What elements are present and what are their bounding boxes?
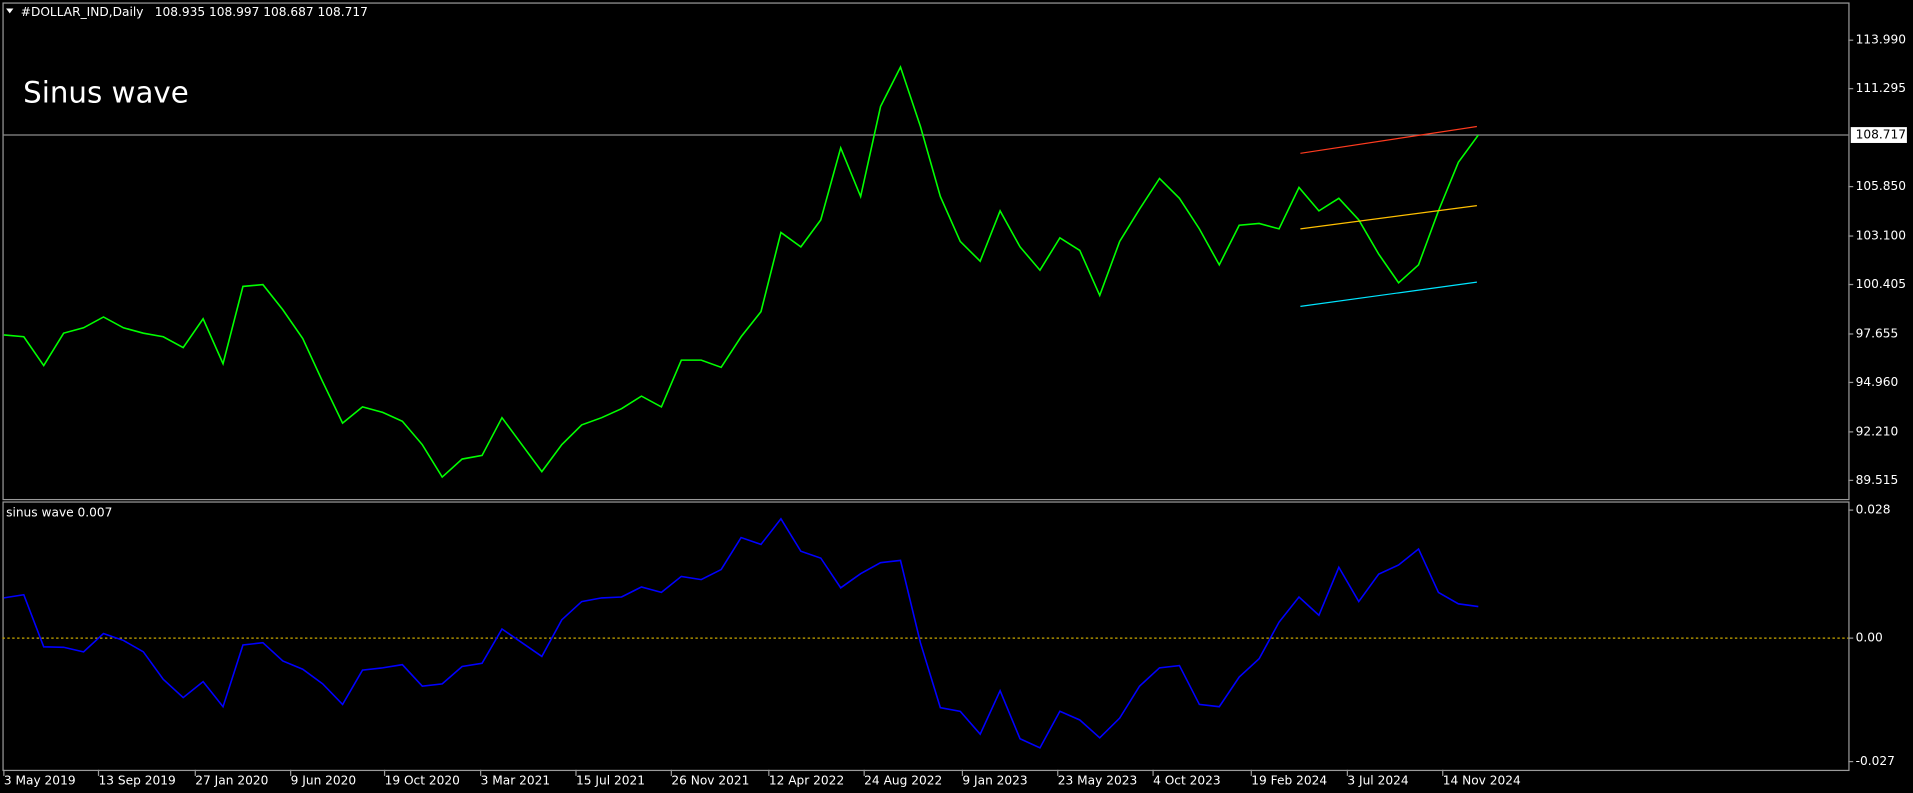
x-tick-label: 24 Aug 2022: [864, 773, 942, 787]
series-line: [3, 517, 1479, 749]
x-tick-label: 14 Nov 2024: [1443, 773, 1521, 787]
y-tick-label: 103.100: [1856, 229, 1906, 243]
indicator-name: sinus wave: [6, 505, 74, 519]
y-tick-label: 92.210: [1856, 424, 1899, 438]
x-tick-label: 15 Jul 2021: [576, 773, 645, 787]
low: 108.687: [263, 5, 313, 19]
y-tick-label: -0.027: [1856, 754, 1895, 768]
menu-triangle[interactable]: [6, 8, 14, 14]
x-tick-label: 19 Feb 2024: [1251, 773, 1327, 787]
y-tick-label: 105.850: [1856, 179, 1906, 193]
annotation: Sinus wave: [23, 75, 189, 109]
x-tick-label: 19 Oct 2020: [385, 773, 460, 787]
y-tick-label: 111.295: [1856, 81, 1906, 95]
price-label: 108.717: [1856, 128, 1906, 142]
y-tick-label: 97.655: [1856, 326, 1899, 340]
x-tick-label: 23 May 2023: [1058, 773, 1137, 787]
x-tick-label: 13 Sep 2019: [99, 773, 176, 787]
x-tick-label: 12 Apr 2022: [769, 773, 844, 787]
symbol: #DOLLAR_IND,Daily: [21, 5, 144, 19]
main-panel: [2, 2, 1850, 501]
x-tick-label: 3 Mar 2021: [481, 773, 551, 787]
chart-header: #DOLLAR_IND,Daily 108.935 108.997 108.68…: [21, 5, 368, 19]
indicator-value: 0.007: [78, 505, 113, 519]
x-tick-label: 26 Nov 2021: [671, 773, 749, 787]
trend-line: [1300, 281, 1477, 307]
y-tick-label: 94.960: [1856, 375, 1899, 389]
x-tick-label: 4 Oct 2023: [1153, 773, 1221, 787]
x-tick-label: 3 May 2019: [4, 773, 76, 787]
y-tick-label: 100.405: [1856, 277, 1906, 291]
price-label-box: [1850, 127, 1907, 143]
x-tick-label: 9 Jun 2020: [291, 773, 357, 787]
high: 108.997: [209, 5, 259, 19]
close: 108.717: [318, 5, 368, 19]
trend-line: [1300, 125, 1477, 154]
series-line: [3, 64, 1479, 479]
x-tick-label: 9 Jan 2023: [962, 773, 1027, 787]
y-tick-label: 113.990: [1856, 33, 1906, 47]
y-tick-label: 0.028: [1856, 503, 1891, 517]
x-tick-label: 27 Jan 2020: [195, 773, 268, 787]
indicator-label: sinus wave 0.007: [6, 505, 112, 519]
trend-line: [1300, 205, 1477, 230]
indicator-panel: [2, 501, 1850, 772]
x-tick-label: 3 Jul 2024: [1347, 773, 1408, 787]
y-tick-label: 89.515: [1856, 473, 1899, 487]
y-tick-label: 0.00: [1856, 631, 1883, 645]
open: 108.935: [155, 5, 205, 19]
